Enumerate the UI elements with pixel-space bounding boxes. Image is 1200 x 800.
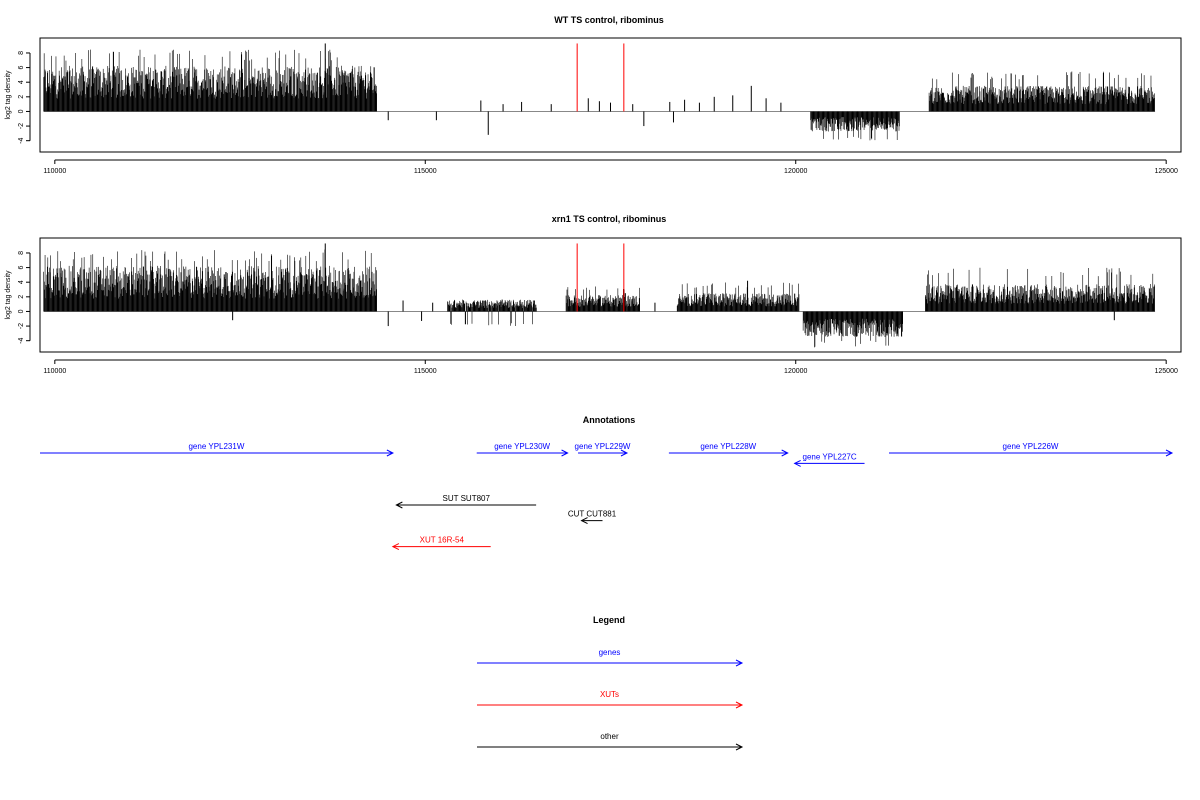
x-tick-label: 120000 [784, 368, 807, 375]
feature-gene-ypl231w: gene YPL231W [40, 442, 394, 457]
feature-label: gene YPL227C [803, 452, 857, 461]
y-tick-label: 8 [18, 251, 25, 255]
feature-arrow-head [620, 449, 629, 457]
x-tick-label: 120000 [784, 168, 807, 175]
y-tick-label: 2 [18, 295, 25, 299]
legend: Legend genes XUTs other [477, 615, 744, 751]
feature-label: gene YPL229W [575, 442, 631, 451]
feature-label: gene YPL228W [700, 442, 756, 451]
feature-label: SUT SUT807 [443, 494, 491, 503]
wt-ts-control-panel: WT TS control, ribominus log2 tag densit… [5, 15, 1182, 175]
y-tick-label: -2 [18, 323, 25, 329]
feature-arrow-head [395, 501, 403, 509]
feature-arrow-head [793, 459, 801, 467]
feature-sut-sut807: SUT SUT807 [395, 494, 537, 509]
y-tick-label: -2 [18, 123, 25, 129]
feature-cut-cut881: CUT CUT881 [568, 510, 617, 525]
y-axis-label: log2 tag density [5, 70, 12, 120]
legend-item-genes: genes [477, 648, 744, 667]
axes: -4 -2 0 2 4 6 8 110000 115000 120000 125000 [18, 251, 1178, 375]
y-tick-label: 4 [18, 80, 25, 84]
annotations-title: Annotations [583, 415, 636, 425]
plot-frame [39, 37, 1182, 153]
legend-item-xuts: XUTs [477, 690, 744, 709]
x-tick-label: 110000 [43, 168, 66, 175]
legend-item-other: other [477, 732, 744, 751]
xrn1-ts-control-panel: xrn1 TS control, ribominus log2 tag dens… [5, 214, 1182, 375]
feature-gene-ypl227c: gene YPL227C [793, 452, 865, 467]
legend-label: genes [599, 648, 621, 657]
axes: -4 -2 0 2 4 6 8 110000 115000 120000 125000 [18, 51, 1178, 175]
annotations-track: Annotations gene YPL231W gene YPL230W gene… [40, 415, 1174, 551]
feature-arrow-head [386, 449, 394, 457]
legend-label: XUTs [600, 690, 619, 699]
y-tick-label: 0 [18, 309, 25, 313]
x-tick-label: 115000 [414, 368, 437, 375]
feature-arrow-head [580, 517, 588, 525]
y-tick-label: 6 [18, 66, 25, 70]
feature-arrows: gene YPL231W gene YPL230W gene YPL229W gene… [40, 442, 1174, 551]
y-tick-label: 0 [18, 109, 25, 113]
data-marks [43, 43, 1156, 141]
x-tick-label: 115000 [414, 168, 437, 175]
legend-label: other [600, 732, 619, 741]
y-tick-label: 8 [18, 51, 25, 55]
feature-arrow-head [781, 449, 789, 457]
panel-title: xrn1 TS control, ribominus [552, 214, 667, 224]
y-tick-label: 2 [18, 95, 25, 99]
feature-arrow-head [1165, 449, 1174, 457]
data-marks [43, 243, 1156, 348]
feature-gene-ypl228w: gene YPL228W [668, 442, 789, 457]
y-tick-label: -4 [18, 337, 25, 343]
panel-title: WT TS control, ribominus [554, 15, 664, 25]
feature-xut-16r-54: XUT 16R-54 [391, 536, 491, 551]
legend-items: genes XUTs other [477, 648, 744, 751]
y-tick-label: 4 [18, 280, 25, 284]
feature-arrow-head [391, 543, 400, 551]
feature-label: CUT CUT881 [568, 510, 617, 519]
plot-frame [39, 237, 1182, 353]
feature-gene-ypl226w: gene YPL226W [889, 442, 1174, 457]
feature-label: gene YPL230W [494, 442, 550, 451]
legend-arrow-head [735, 743, 744, 751]
legend-title: Legend [593, 615, 625, 625]
y-axis-label: log2 tag density [5, 270, 12, 320]
feature-gene-ypl230w: gene YPL230W [476, 442, 569, 457]
x-tick-label: 125000 [1155, 368, 1178, 375]
feature-label: gene YPL226W [1003, 442, 1059, 451]
feature-label: XUT 16R-54 [420, 536, 465, 545]
legend-arrow-head [735, 659, 744, 667]
x-tick-label: 125000 [1155, 168, 1178, 175]
feature-arrow-head [561, 449, 569, 457]
legend-arrow-head [735, 701, 744, 709]
y-tick-label: -4 [18, 137, 25, 143]
feature-gene-ypl229w: gene YPL229W [575, 442, 631, 457]
y-tick-label: 6 [18, 266, 25, 270]
feature-label: gene YPL231W [188, 442, 244, 451]
x-tick-label: 110000 [43, 368, 66, 375]
